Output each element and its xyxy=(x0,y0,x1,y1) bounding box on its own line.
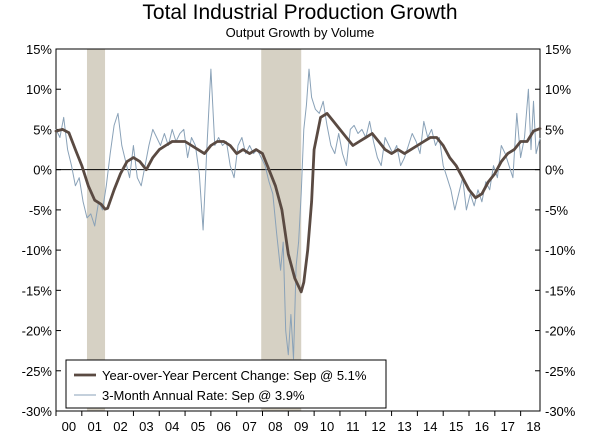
x-tick-label: 06 xyxy=(217,419,231,434)
y-tick-label-left: 5% xyxy=(33,122,52,137)
y-tick-label-right: 15% xyxy=(545,42,571,57)
x-tick-label: 16 xyxy=(475,419,489,434)
x-tick-label: 05 xyxy=(191,419,205,434)
y-tick-label-left: -15% xyxy=(22,283,53,298)
y-tick-label-right: -15% xyxy=(545,283,576,298)
recession-bands xyxy=(86,49,302,411)
x-tick-label: 14 xyxy=(423,419,437,434)
recession-band-1 xyxy=(261,49,302,411)
y-tick-label-left: -30% xyxy=(22,404,53,419)
y-tick-label-right: 0% xyxy=(545,163,564,178)
y-tick-label-left: 0% xyxy=(33,163,52,178)
x-axis-ticks: 00 01 02 03 04 05 06 07 08 09 10 11 12 13 14 15 16 17 18 xyxy=(55,411,541,434)
x-tick-label: 00 xyxy=(62,419,76,434)
y-tick-label-left: -10% xyxy=(22,243,53,258)
series-line-1 xyxy=(55,68,541,360)
chart-subtitle: Output Growth by Volume xyxy=(225,25,375,40)
x-tick-label: 03 xyxy=(139,419,153,434)
y-tick-label-right: 5% xyxy=(545,122,564,137)
x-tick-label: 12 xyxy=(371,419,385,434)
legend-label-0: Year-over-Year Percent Change: Sep @ 5.1… xyxy=(102,368,367,383)
x-tick-label: 02 xyxy=(113,419,127,434)
plot-frame xyxy=(55,48,541,412)
y-tick-label-right: -20% xyxy=(545,324,576,339)
recession-band-0 xyxy=(86,49,106,411)
y-tick-label-left: 10% xyxy=(26,82,52,97)
series-lines xyxy=(54,68,542,360)
x-tick-label: 17 xyxy=(500,419,514,434)
legend: Year-over-Year Percent Change: Sep @ 5.1… xyxy=(65,359,387,409)
legend-label-1: 3-Month Annual Rate: Sep @ 3.9% xyxy=(102,388,305,403)
x-tick-label: 10 xyxy=(320,419,334,434)
y-tick-label-right: 10% xyxy=(545,82,571,97)
x-tick-label: 11 xyxy=(346,419,360,434)
y-tick-label-left: -25% xyxy=(22,364,53,379)
x-tick-label: 07 xyxy=(242,419,256,434)
x-tick-label: 04 xyxy=(165,419,179,434)
y-tick-label-left: -5% xyxy=(29,203,53,218)
y-tick-label-right: -30% xyxy=(545,404,576,419)
y-tick-label-right: -5% xyxy=(545,203,569,218)
series-line-0 xyxy=(54,112,542,294)
chart-title: Total Industrial Production Growth xyxy=(142,1,458,24)
y-tick-label-left: -20% xyxy=(22,324,53,339)
x-tick-label: 08 xyxy=(268,419,282,434)
legend-box xyxy=(65,359,387,409)
y-tick-label-right: -10% xyxy=(545,243,576,258)
x-tick-label: 15 xyxy=(449,419,463,434)
x-tick-label: 09 xyxy=(294,419,308,434)
x-tick-label: 01 xyxy=(87,419,101,434)
y-tick-label-right: -25% xyxy=(545,364,576,379)
y-tick-label-left: 15% xyxy=(26,42,52,57)
y-axis-ticks: 15% 15% 10% 10% 5% 5% 0% 0% -5% -5% -10% -10% -15% -1… xyxy=(22,42,576,419)
x-tick-label: 13 xyxy=(397,419,411,434)
x-tick-label: 18 xyxy=(526,419,540,434)
